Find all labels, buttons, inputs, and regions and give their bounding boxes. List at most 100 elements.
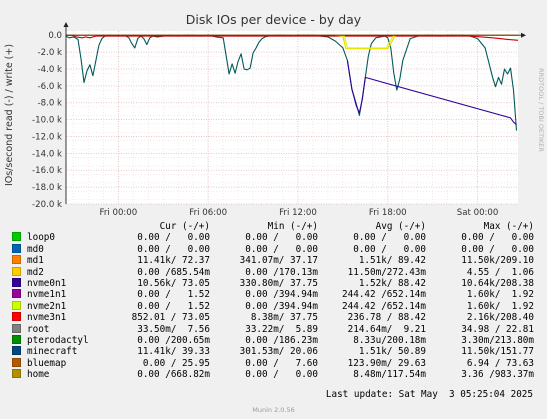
legend-label: loop0 <box>27 232 55 244</box>
legend-swatch <box>12 335 21 345</box>
legend-swatch <box>12 300 21 310</box>
legend-max: 0.00 / 0.00 <box>461 243 534 255</box>
legend-header-name <box>12 221 106 232</box>
legend-avg: 1.52k/ 88.42 <box>358 278 426 290</box>
legend-swatch <box>12 357 21 367</box>
x-axis-arrow <box>521 32 526 38</box>
legend-max: 3.36 /983.37m <box>461 369 534 381</box>
legend-avg: 214.64m/ 9.21 <box>347 323 426 335</box>
legend-cur: 0.00 / 0.00 <box>137 232 210 244</box>
legend-name: root <box>12 323 106 335</box>
series-nvme3n1 <box>66 34 519 41</box>
legend-row-nvme2n1: nvme2n1 0.00 / 1.52 0.00 /394.94m 244.42 /6… <box>12 300 534 312</box>
munin-version: Munin 2.0.56 <box>252 406 295 414</box>
legend-swatch <box>12 323 21 333</box>
legend-label: bluemap <box>27 357 67 369</box>
legend-header-max: Max (-/+) <box>483 221 534 232</box>
legend-avg: 1.51k/ 89.42 <box>358 255 426 267</box>
legend-avg: 8.48m/117.54m <box>353 369 426 381</box>
legend-min: 8.38m/ 37.75 <box>250 312 318 324</box>
legend-name: nvme2n1 <box>12 300 106 312</box>
legend-name: nvme1n1 <box>12 289 106 300</box>
legend-avg: 0.00 / 0.00 <box>353 243 426 255</box>
legend-cur: 10.56k/ 73.05 <box>137 278 210 290</box>
y-tick-label: -10.0 k <box>32 116 62 126</box>
legend-max: 11.50k/209.10 <box>461 255 534 267</box>
legend-header-min: Min (-/+) <box>267 221 318 232</box>
legend-row-minecraft: minecraft 11.41k/ 39.33 301.53m/ 20.06 1.51… <box>12 346 534 357</box>
legend-cur: 11.41k/ 72.37 <box>137 255 210 267</box>
legend-name: pterodactyl <box>12 335 106 346</box>
x-tick-label: Fri 12:00 <box>279 208 317 218</box>
legend-row-pterodactyl: pterodactyl 0.00 /200.65m 0.00 /186.23m 8.3… <box>12 335 534 346</box>
legend-max: 3.30m/213.80m <box>461 335 534 347</box>
legend-cur: 0.00 /685.54m <box>137 266 210 278</box>
legend-name: md2 <box>12 266 106 278</box>
legend-cur: 0.00 /668.82m <box>137 369 210 381</box>
legend-label: md1 <box>27 255 44 267</box>
legend-min: 0.00 /170.13m <box>245 266 318 278</box>
legend-row-md2: md2 0.00 /685.54m 0.00 /170.13m 11.50m/272.… <box>12 266 534 278</box>
y-tick-label: 0.0 <box>48 31 62 41</box>
y-tick-label: -14.0 k <box>32 149 62 159</box>
legend-min: 0.00 /394.94m <box>245 289 318 301</box>
legend-cur: 11.41k/ 39.33 <box>137 346 210 358</box>
y-tick-label: -2.0 k <box>38 48 62 58</box>
legend-avg: 244.42 /652.14m <box>342 289 426 301</box>
legend-min: 330.80m/ 37.75 <box>239 278 318 290</box>
legend-min: 0.00 / 7.60 <box>245 357 318 369</box>
legend-min: 341.07m/ 37.17 <box>239 255 318 267</box>
legend-row-nvme3n1: nvme3n1 852.01 / 73.05 8.38m/ 37.75 236.78 … <box>12 312 534 323</box>
legend-max: 1.60k/ 1.92 <box>466 289 534 301</box>
axes: 0.0 -2.0 k -4.0 k -6.0 k -8.0 k -10.0 k -12.0 … <box>32 22 526 218</box>
legend-header-avg: Avg (-/+) <box>375 221 426 232</box>
legend-swatch <box>12 232 21 242</box>
x-tick-label: Fri 18:00 <box>369 208 407 218</box>
legend-name: minecraft <box>12 346 106 357</box>
legend-max: 0.00 / 0.00 <box>461 232 534 244</box>
legend-label: nvme3n1 <box>27 312 67 324</box>
legend-cur: 0.00 / 25.95 <box>142 357 210 369</box>
legend-avg: 236.78 / 88.42 <box>347 312 426 324</box>
rrdtool-watermark: RRDTOOL / TOBI OETIKER <box>537 68 545 152</box>
legend-swatch <box>12 266 21 276</box>
legend-header-cur: Cur (-/+) <box>159 221 210 232</box>
legend-body: loop0 0.00 / 0.00 0.00 / 0.00 0.00 / 0.00 0.… <box>12 232 534 380</box>
legend-min: 33.22m/ 5.89 <box>245 323 318 335</box>
legend-cur: 0.00 / 1.52 <box>137 289 210 301</box>
legend-name: loop0 <box>12 232 106 243</box>
legend-table: Cur (-/+) Min (-/+) Avg (-/+) Max (-/+) … <box>12 221 534 381</box>
legend-label: md2 <box>27 266 44 278</box>
legend-avg: 0.00 / 0.00 <box>353 232 426 244</box>
legend-max: 6.94 / 73.63 <box>466 357 534 369</box>
legend-row-nvme0n1: nvme0n1 10.56k/ 73.05 330.80m/ 37.75 1.52k/… <box>12 278 534 289</box>
y-tick-label: -8.0 k <box>38 99 62 109</box>
legend-max: 1.60k/ 1.92 <box>466 300 534 312</box>
legend-name: nvme3n1 <box>12 312 106 323</box>
legend-name: home <box>12 369 106 380</box>
legend-row-nvme1n1: nvme1n1 0.00 / 1.52 0.00 /394.94m 244.42 /6… <box>12 289 534 300</box>
legend-swatch <box>12 243 21 253</box>
legend-header-row: Cur (-/+) Min (-/+) Avg (-/+) Max (-/+) <box>12 221 534 232</box>
legend-swatch <box>12 312 21 322</box>
legend-name: nvme0n1 <box>12 278 106 289</box>
legend-avg: 123.90m/ 29.63 <box>347 357 426 369</box>
x-tick-label: Sat 00:00 <box>457 208 499 218</box>
chart-title: Disk IOs per device - by day <box>186 12 362 27</box>
legend-name: md1 <box>12 255 106 266</box>
legend-name: bluemap <box>12 357 106 369</box>
legend-min: 0.00 / 0.00 <box>245 232 318 244</box>
y-tick-label: -12.0 k <box>32 132 62 142</box>
legend-label: md0 <box>27 243 44 255</box>
y-tick-label: -6.0 k <box>38 82 62 92</box>
legend-row-md1: md1 11.41k/ 72.37 341.07m/ 37.17 1.51k/ 89.… <box>12 255 534 266</box>
legend-label: nvme1n1 <box>27 289 67 301</box>
legend-swatch <box>12 278 21 288</box>
legend-swatch <box>12 255 21 265</box>
legend-cur: 0.00 / 0.00 <box>137 243 210 255</box>
legend-cur: 33.50m/ 7.56 <box>137 323 210 335</box>
legend-swatch <box>12 346 21 356</box>
series-nvme0n1 <box>346 60 517 126</box>
legend-row-md0: md0 0.00 / 0.00 0.00 / 0.00 0.00 / 0.00 0.00… <box>12 243 534 255</box>
legend-cur: 0.00 /200.65m <box>137 335 210 347</box>
